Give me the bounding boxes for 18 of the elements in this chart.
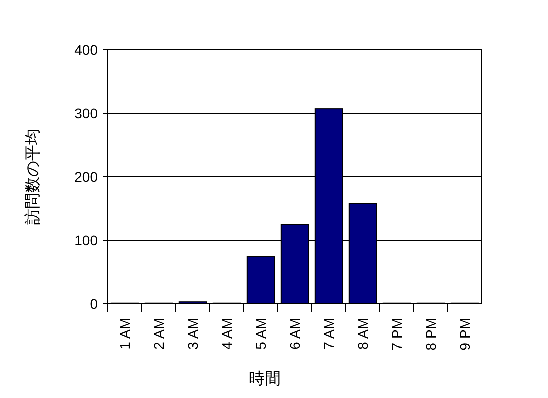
x-tick-label: 8 AM [355, 318, 371, 350]
x-tick-label: 2 AM [151, 318, 167, 350]
x-tick-label: 6 AM [287, 318, 303, 350]
y-tick-label: 100 [74, 232, 98, 248]
y-tick-label: 200 [74, 169, 98, 185]
x-tick-label: 3 AM [185, 318, 201, 350]
x-tick-label: 5 AM [253, 318, 269, 350]
x-tick-label: 7 PM [389, 318, 405, 351]
x-tick-label: 4 AM [219, 318, 235, 350]
x-axis-title: 時間 [249, 370, 281, 388]
x-tick-label: 7 AM [321, 318, 337, 350]
y-tick-label: 0 [90, 296, 98, 312]
x-tick-label: 9 PM [457, 318, 473, 351]
x-tick-label: 8 PM [423, 318, 439, 351]
x-tick-label: 1 AM [117, 318, 133, 350]
y-tick-label: 300 [74, 106, 98, 122]
y-tick-label: 400 [74, 42, 98, 58]
y-axis-title: 訪問数の平均 [24, 129, 42, 225]
